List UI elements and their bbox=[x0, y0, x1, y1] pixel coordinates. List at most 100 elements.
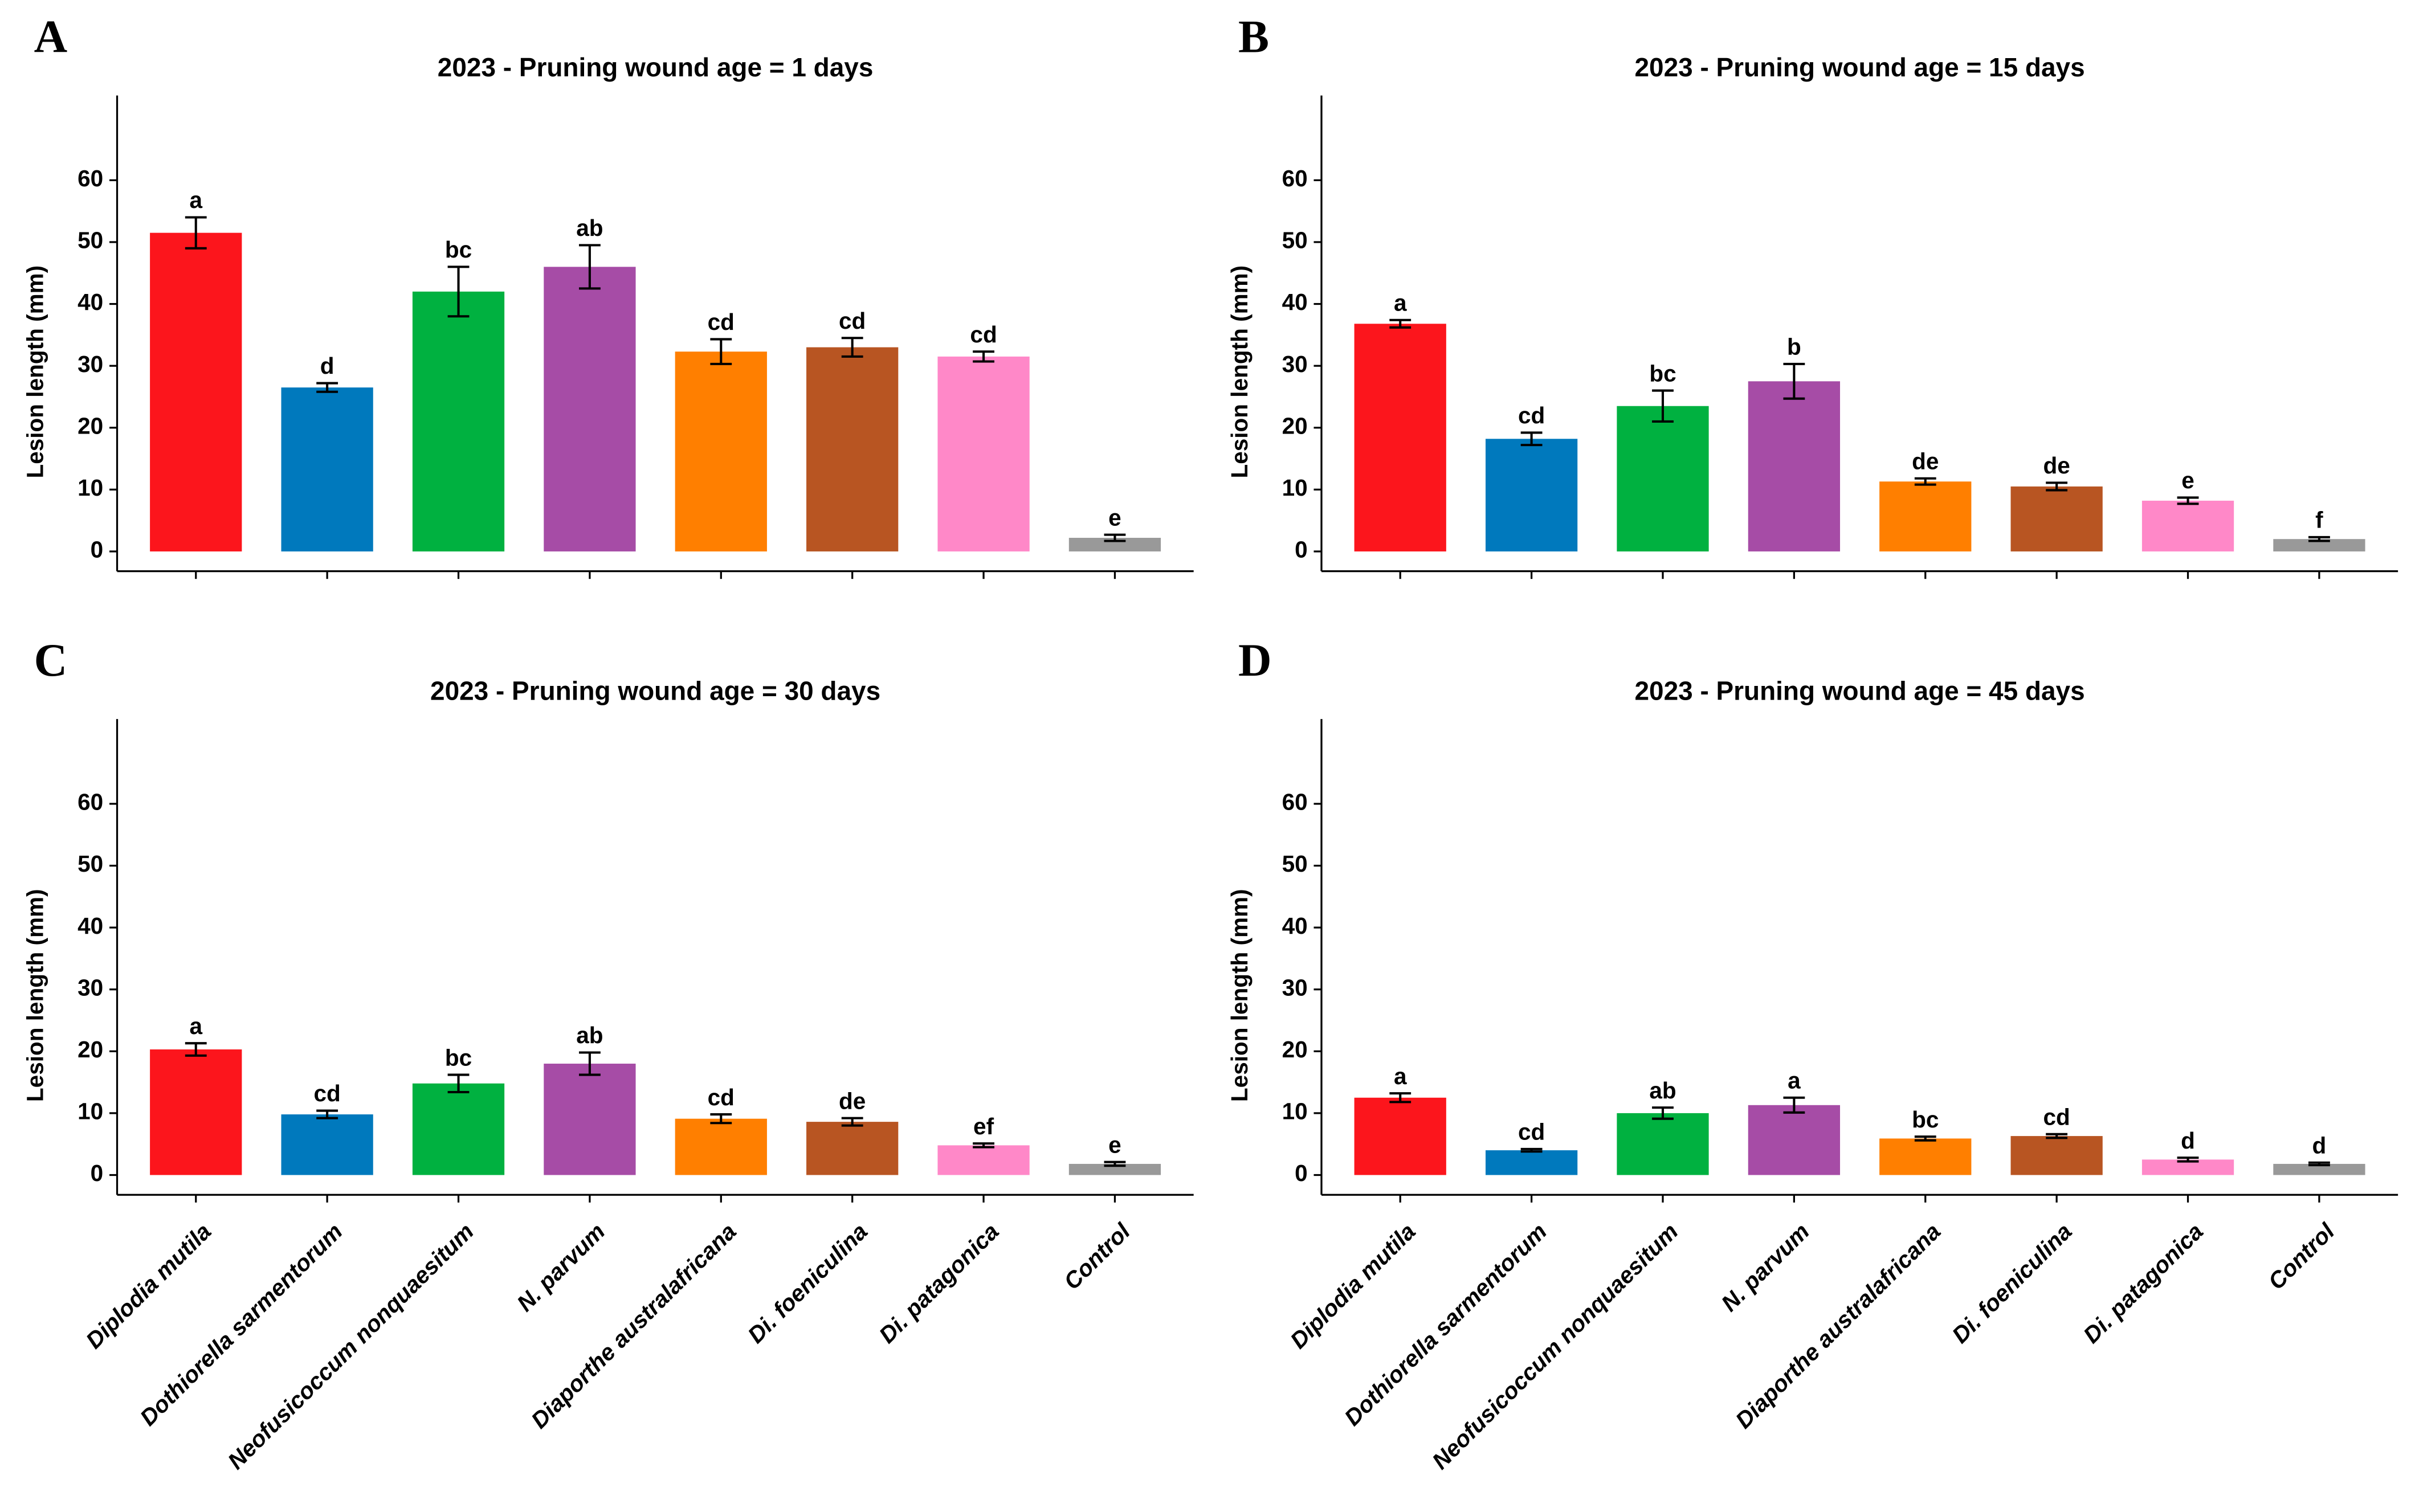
y-axis-label: Lesion length (mm) bbox=[1226, 889, 1253, 1102]
bar bbox=[2141, 500, 2234, 551]
x-tick-label: N. parvum bbox=[1716, 1218, 1814, 1317]
significance-letter: bc bbox=[1649, 360, 1676, 386]
y-tick-label: 60 bbox=[77, 165, 103, 191]
bar bbox=[412, 291, 505, 551]
x-tick-label: Control bbox=[1059, 1218, 1136, 1295]
significance-letter: cd bbox=[313, 1080, 340, 1106]
x-tick-label: Diplodia mutila bbox=[80, 1218, 216, 1354]
x-tick-label: Neofusicoccum nonquaesitum bbox=[222, 1218, 479, 1474]
panel-label: B bbox=[1238, 11, 1269, 63]
y-tick-label: 40 bbox=[77, 289, 103, 315]
x-tick-label: Di. patagonica bbox=[2078, 1218, 2208, 1348]
y-tick-label: 40 bbox=[1282, 913, 1308, 939]
chart-title: 2023 - Pruning wound age = 30 days bbox=[430, 676, 880, 705]
significance-letter: d bbox=[2312, 1132, 2327, 1158]
bar bbox=[150, 1049, 242, 1175]
significance-letter: cd bbox=[970, 321, 997, 348]
bar bbox=[1354, 324, 1446, 551]
y-tick-label: 30 bbox=[1282, 351, 1308, 377]
significance-letter: cd bbox=[2043, 1104, 2070, 1130]
significance-letter: ef bbox=[973, 1113, 994, 1139]
chart-title: 2023 - Pruning wound age = 1 days bbox=[438, 52, 874, 82]
significance-letter: b bbox=[1787, 334, 1801, 360]
panel-label: D bbox=[1238, 635, 1272, 686]
bar bbox=[937, 1145, 1030, 1175]
significance-letter: cd bbox=[839, 308, 866, 334]
y-tick-label: 40 bbox=[1282, 289, 1308, 315]
bar bbox=[2010, 1136, 2103, 1175]
significance-letter: a bbox=[1394, 1063, 1407, 1089]
y-axis-label: Lesion length (mm) bbox=[22, 889, 48, 1102]
bar bbox=[1485, 439, 1578, 551]
bar bbox=[1068, 1163, 1161, 1175]
bar bbox=[1879, 481, 1972, 551]
y-tick-label: 0 bbox=[1295, 537, 1308, 563]
chart-title: 2023 - Pruning wound age = 15 days bbox=[1635, 52, 2085, 82]
significance-letter: a bbox=[1394, 289, 1407, 316]
significance-letter: ab bbox=[1649, 1077, 1676, 1104]
significance-letter: a bbox=[189, 187, 202, 213]
y-tick-label: 40 bbox=[77, 913, 103, 939]
bar bbox=[1485, 1150, 1578, 1175]
bar bbox=[1354, 1097, 1446, 1175]
y-tick-label: 20 bbox=[77, 412, 103, 439]
y-tick-label: 50 bbox=[1282, 227, 1308, 254]
y-tick-label: 50 bbox=[77, 851, 103, 877]
significance-letter: e bbox=[1108, 504, 1121, 530]
y-tick-label: 10 bbox=[77, 1098, 103, 1125]
y-tick-label: 60 bbox=[1282, 789, 1308, 815]
bar bbox=[806, 347, 899, 551]
bar bbox=[1617, 1113, 1709, 1175]
y-axis-label: Lesion length (mm) bbox=[1226, 265, 1253, 479]
x-tick-label: N. parvum bbox=[512, 1218, 610, 1317]
significance-letter: de bbox=[2043, 452, 2070, 479]
bar bbox=[2273, 1163, 2365, 1175]
significance-letter: a bbox=[1788, 1067, 1801, 1093]
bar bbox=[2010, 486, 2103, 551]
significance-letter: e bbox=[1108, 1131, 1121, 1158]
bar bbox=[1879, 1138, 1972, 1175]
y-tick-label: 20 bbox=[1282, 412, 1308, 439]
bar bbox=[1748, 1105, 1841, 1175]
significance-letter: ab bbox=[576, 1022, 603, 1048]
x-tick-label: Di. patagonica bbox=[874, 1218, 1003, 1348]
significance-letter: ab bbox=[576, 215, 603, 241]
y-tick-label: 0 bbox=[1295, 1160, 1308, 1186]
y-tick-label: 50 bbox=[77, 227, 103, 254]
significance-letter: de bbox=[839, 1088, 866, 1114]
y-axis-label: Lesion length (mm) bbox=[22, 265, 48, 479]
y-tick-label: 60 bbox=[77, 789, 103, 815]
bar bbox=[544, 267, 636, 551]
x-tick-label: Di. foeniculina bbox=[1947, 1218, 2077, 1348]
y-tick-label: 0 bbox=[91, 537, 104, 563]
y-tick-label: 20 bbox=[77, 1036, 103, 1063]
significance-letter: cd bbox=[1518, 402, 1545, 428]
significance-letter: bc bbox=[445, 236, 472, 263]
x-tick-label: Di. foeniculina bbox=[743, 1218, 872, 1348]
bar bbox=[281, 387, 373, 551]
significance-letter: cd bbox=[708, 309, 735, 335]
x-tick-label: Control bbox=[2263, 1218, 2340, 1295]
bar bbox=[1068, 538, 1161, 551]
bar bbox=[806, 1122, 899, 1175]
x-tick-label: Diplodia mutila bbox=[1285, 1218, 1421, 1354]
x-tick-label: Neofusicoccum nonquaesitum bbox=[1427, 1218, 1683, 1474]
y-tick-label: 0 bbox=[91, 1160, 104, 1186]
chart-title: 2023 - Pruning wound age = 45 days bbox=[1635, 676, 2085, 705]
y-tick-label: 50 bbox=[1282, 851, 1308, 877]
significance-letter: cd bbox=[1518, 1119, 1545, 1145]
panel-label: C bbox=[34, 635, 68, 686]
y-tick-label: 30 bbox=[77, 351, 103, 377]
significance-letter: cd bbox=[708, 1084, 735, 1110]
bar bbox=[412, 1083, 505, 1175]
y-tick-label: 10 bbox=[1282, 1098, 1308, 1125]
significance-letter: bc bbox=[445, 1044, 472, 1070]
y-tick-label: 30 bbox=[1282, 974, 1308, 1000]
bar bbox=[281, 1114, 373, 1175]
significance-letter: d bbox=[2181, 1127, 2195, 1154]
y-tick-label: 60 bbox=[1282, 165, 1308, 191]
bar bbox=[675, 1118, 767, 1175]
significance-letter: f bbox=[2315, 507, 2323, 533]
